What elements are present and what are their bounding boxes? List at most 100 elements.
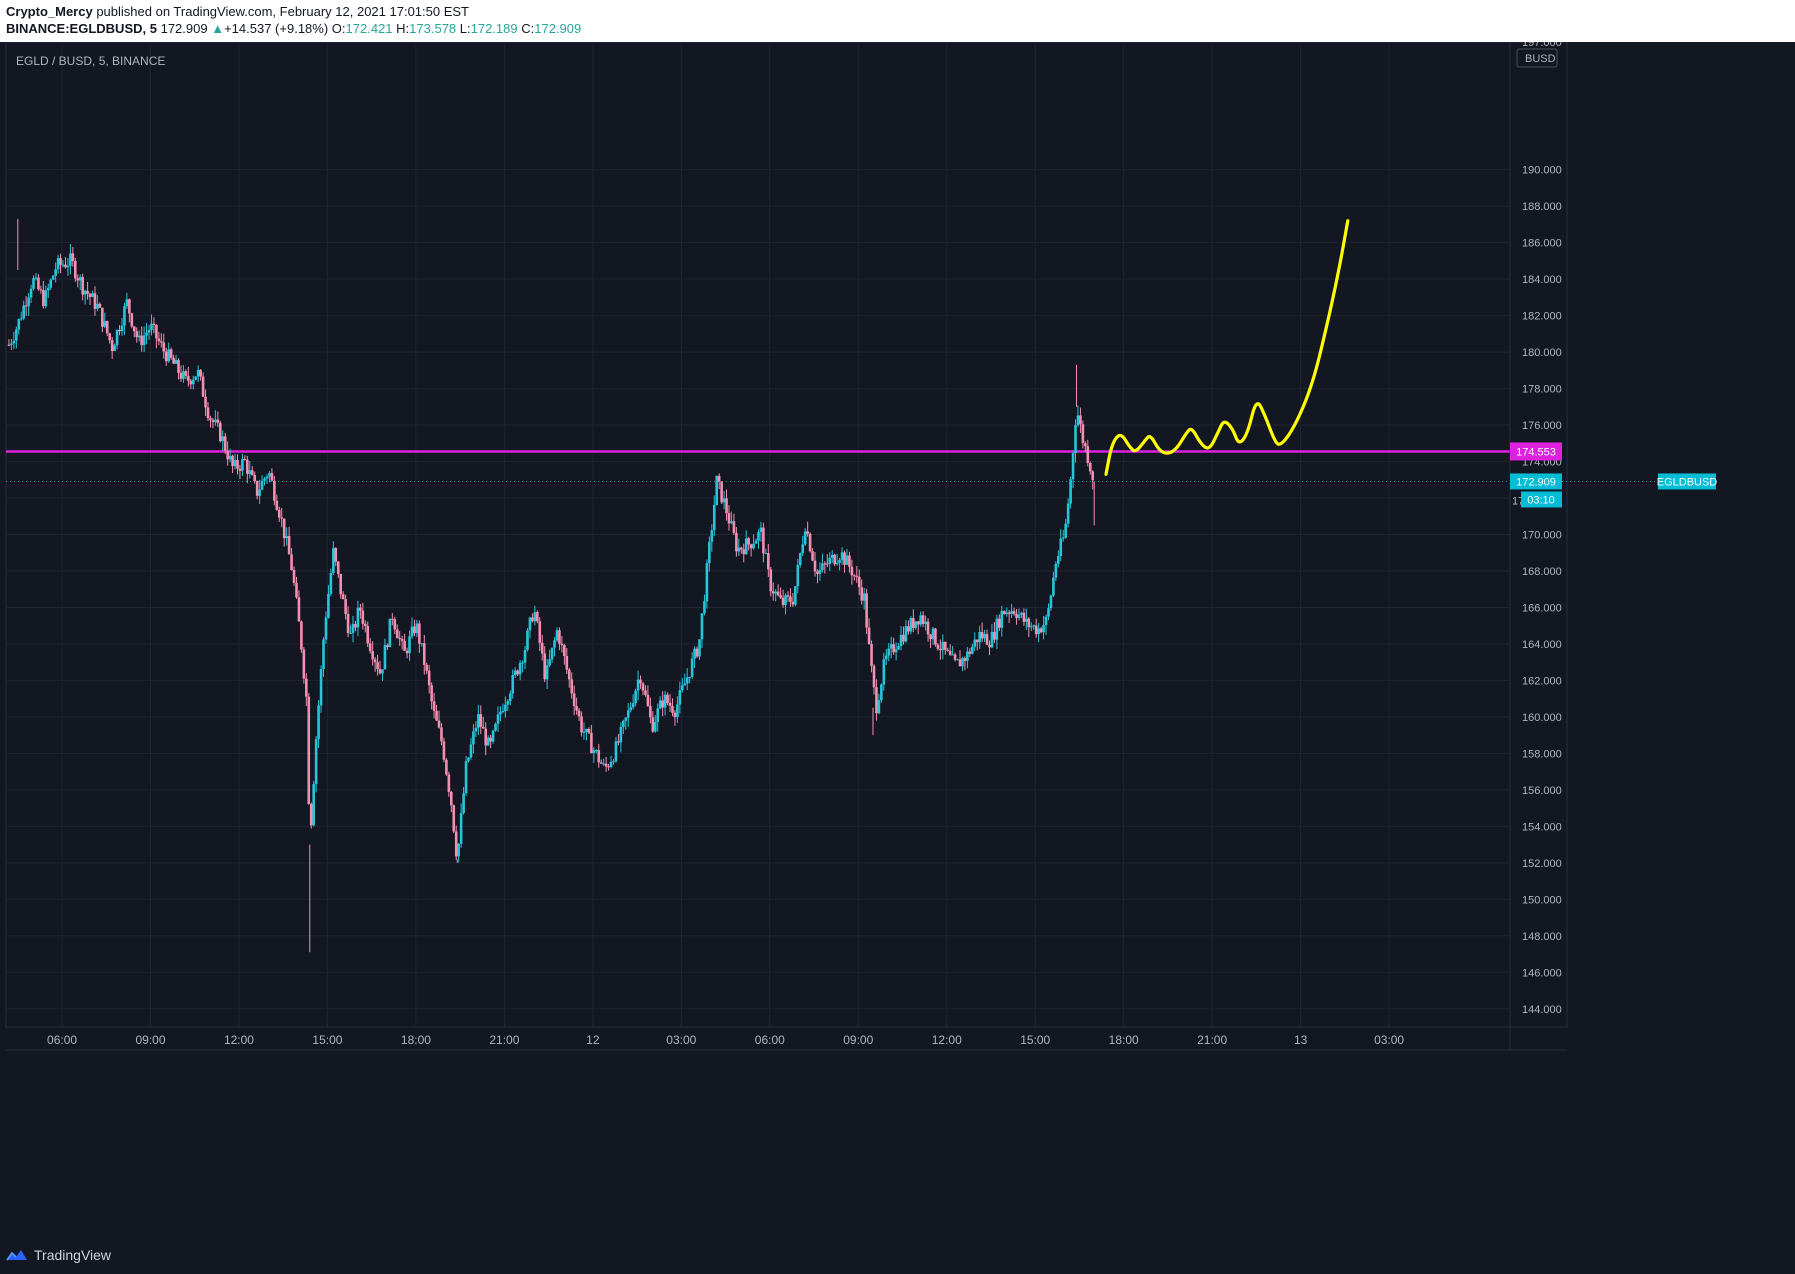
candle-body [420, 643, 424, 645]
candle-body [732, 521, 736, 533]
candle-body [29, 288, 33, 298]
candle-body [1066, 503, 1070, 524]
candle-body [811, 551, 814, 561]
candle-body [577, 710, 581, 717]
x-tick-label: 21:00 [489, 1033, 519, 1047]
candle-body [1069, 479, 1072, 504]
y-tick-label: 168.000 [1522, 566, 1562, 578]
candle-body [853, 575, 856, 577]
candle-body [931, 628, 935, 640]
candle-body [440, 727, 443, 742]
candle-body [472, 731, 475, 745]
x-tick-label: 03:00 [666, 1033, 696, 1047]
candle-body [86, 290, 89, 294]
candle-body [912, 618, 915, 628]
candle-body [44, 290, 48, 307]
candle-body [828, 557, 832, 564]
candle-body [309, 803, 313, 826]
candle-body [1044, 616, 1048, 626]
candle-body [167, 349, 170, 362]
candle-body [361, 610, 365, 624]
candle-body [118, 329, 121, 332]
candle-body [1071, 452, 1075, 480]
candle-body [816, 571, 819, 574]
candle-body [870, 643, 873, 666]
candle-body [51, 275, 55, 280]
candle-body [1061, 537, 1065, 539]
candle-body [98, 303, 102, 308]
candle-body [88, 293, 92, 297]
candle-body [1022, 612, 1026, 622]
chart-title: EGLD / BUSD, 5, BINANCE [16, 54, 166, 68]
candle-body [545, 665, 549, 680]
candle-body [115, 329, 119, 346]
candle-body [754, 540, 758, 544]
candle-body [953, 654, 957, 660]
candle-body [290, 554, 293, 570]
candle-body [1029, 626, 1033, 628]
candle-body [59, 258, 62, 265]
candle-body [565, 656, 569, 670]
candle-body [194, 376, 198, 380]
candle-body [582, 731, 586, 733]
candle-body [791, 601, 795, 605]
candle-body [808, 533, 812, 552]
candle-body [850, 566, 854, 576]
candle-body [904, 626, 908, 642]
candle-body [681, 685, 684, 691]
candle-body [794, 586, 797, 605]
y-tick-label: 156.000 [1522, 785, 1562, 797]
candle-body [457, 843, 460, 857]
candle-body [418, 623, 421, 644]
candle-body [929, 634, 932, 640]
candle-body [464, 761, 468, 794]
candle-body [914, 621, 918, 628]
candle-body [371, 651, 374, 660]
y-tick-label: 197.000 [1522, 42, 1562, 49]
candle-body [902, 634, 905, 642]
candle-body [1020, 612, 1023, 615]
candle-body [1032, 625, 1036, 627]
candle-body [255, 481, 259, 496]
y-tick-label: 148.000 [1522, 931, 1562, 943]
candle-body [110, 340, 114, 352]
candle-body [727, 513, 731, 524]
axes[interactable]: 144.000 146.000 148.000 150.000 152.000 154.0… [6, 42, 1567, 1051]
tradingview-brand[interactable]: TradingView [6, 1247, 111, 1263]
candle-body [946, 649, 950, 651]
candle-body [818, 569, 822, 574]
candle-body [722, 498, 726, 503]
candle-body [413, 626, 416, 634]
y-tick-label: 180.000 [1522, 347, 1562, 359]
candle-body [228, 455, 232, 460]
x-tick-label: 06:00 [47, 1033, 77, 1047]
candle-body [708, 541, 711, 564]
candle-body [1015, 613, 1018, 619]
candle-body [1059, 538, 1063, 557]
price-chart[interactable]: 144.000 146.000 148.000 150.000 152.000 154.0… [0, 42, 1795, 1208]
candle-body [241, 459, 244, 471]
author-name[interactable]: Crypto_Mercy [6, 4, 93, 19]
candle-body [123, 306, 126, 326]
candle-body [813, 560, 817, 572]
candle-body [540, 642, 544, 654]
candle-body [838, 559, 841, 563]
candle-body [658, 700, 662, 709]
last-price-text: 172.909 [160, 21, 208, 36]
y-tick-label: 182.000 [1522, 311, 1562, 323]
candle-body [19, 318, 23, 320]
candle-body [292, 569, 296, 583]
candle-body [759, 527, 763, 533]
candle-body [346, 613, 350, 634]
candle-body [209, 418, 212, 421]
candle-body [336, 561, 340, 574]
candle-body [295, 582, 298, 598]
brand-name: TradingView [34, 1247, 112, 1263]
candle-body [936, 644, 940, 649]
candle-body [776, 591, 780, 596]
candle-body [528, 617, 532, 631]
candle-body [941, 641, 945, 651]
candle-body [285, 535, 288, 539]
candle-body [843, 552, 846, 565]
candle-body [646, 694, 650, 707]
